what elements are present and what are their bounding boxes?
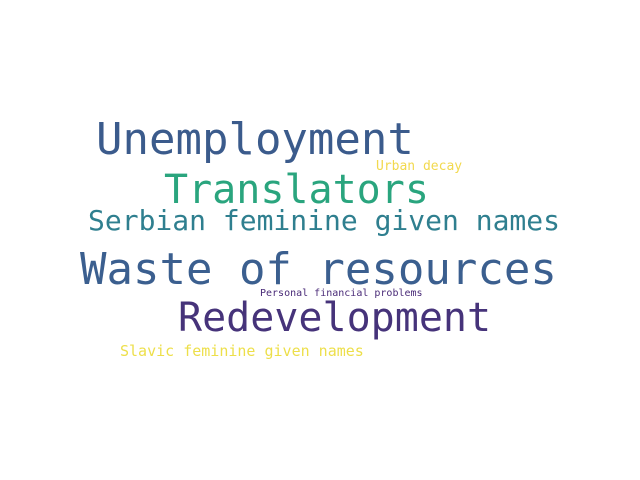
word-translators: Translators [164, 167, 429, 213]
word-personal-financial-problems: Personal financial problems [260, 288, 423, 299]
word-waste-of-resources: Waste of resources [80, 244, 557, 295]
word-unemployment: Unemployment [96, 114, 414, 165]
word-redevelopment: Redevelopment [178, 295, 492, 341]
word-slavic-feminine-given-names: Slavic feminine given names [120, 342, 364, 360]
word-urban-decay: Urban decay [376, 159, 463, 174]
word-serbian-feminine-given-names: Serbian feminine given names [88, 204, 561, 237]
